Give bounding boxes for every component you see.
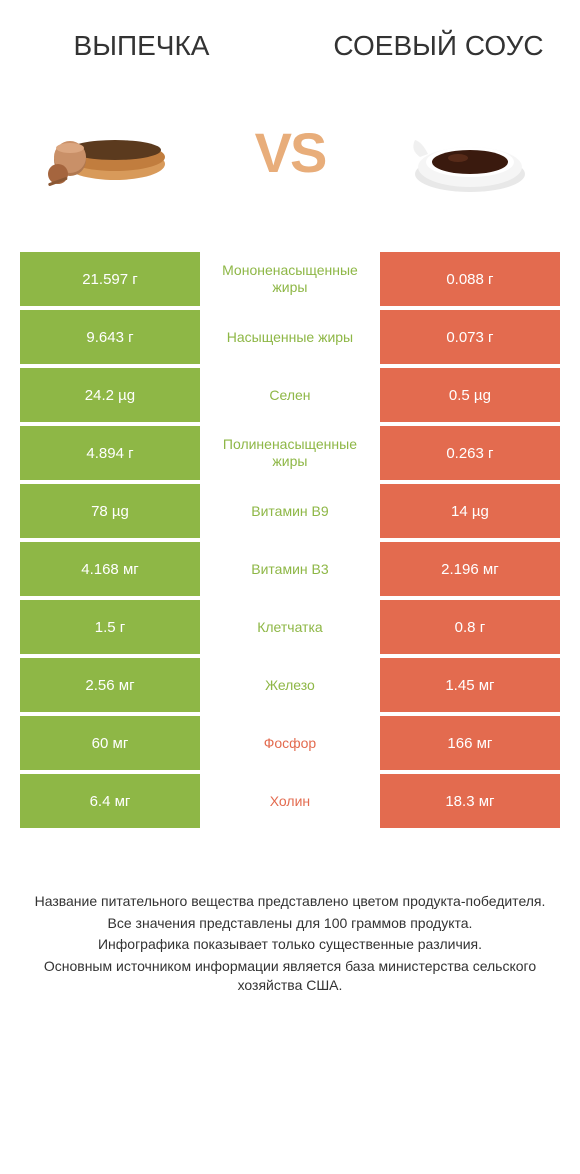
table-row: 2.56 мгЖелезо1.45 мг — [20, 658, 560, 716]
table-row: 6.4 мгХолин18.3 мг — [20, 774, 560, 832]
value-left: 1.5 г — [20, 600, 200, 654]
footer: Название питательного вещества представл… — [20, 892, 560, 996]
value-left: 4.168 мг — [20, 542, 200, 596]
value-left: 60 мг — [20, 716, 200, 770]
footer-line: Инфографика показывает только существенн… — [30, 935, 550, 955]
value-right: 1.45 мг — [380, 658, 560, 712]
sauce-image — [400, 102, 540, 202]
value-left: 21.597 г — [20, 252, 200, 306]
table-row: 21.597 гМононенасыщенные жиры0.088 г — [20, 252, 560, 310]
value-left: 24.2 µg — [20, 368, 200, 422]
nutrient-label: Витамин B9 — [200, 484, 380, 538]
footer-line: Основным источником информации является … — [30, 957, 550, 996]
value-right: 0.088 г — [380, 252, 560, 306]
nutrient-label: Селен — [200, 368, 380, 422]
value-right: 0.5 µg — [380, 368, 560, 422]
table-row: 78 µgВитамин B914 µg — [20, 484, 560, 542]
left-title: ВЫПЕЧКА — [20, 30, 263, 62]
table-row: 60 мгФосфор166 мг — [20, 716, 560, 774]
value-left: 2.56 мг — [20, 658, 200, 712]
table-row: 4.168 мгВитамин B32.196 мг — [20, 542, 560, 600]
nutrient-label: Витамин B3 — [200, 542, 380, 596]
vs-label: VS — [255, 120, 326, 185]
table-row: 24.2 µgСелен0.5 µg — [20, 368, 560, 426]
nutrient-label: Насыщенные жиры — [200, 310, 380, 364]
value-right: 2.196 мг — [380, 542, 560, 596]
value-left: 78 µg — [20, 484, 200, 538]
table-row: 1.5 гКлетчатка0.8 г — [20, 600, 560, 658]
footer-line: Название питательного вещества представл… — [30, 892, 550, 912]
value-right: 0.8 г — [380, 600, 560, 654]
value-right: 166 мг — [380, 716, 560, 770]
value-left: 9.643 г — [20, 310, 200, 364]
comparison-table: 21.597 гМононенасыщенные жиры0.088 г9.64… — [20, 252, 560, 832]
nutrient-label: Полиненасыщенные жиры — [200, 426, 380, 480]
table-row: 4.894 гПолиненасыщенные жиры0.263 г — [20, 426, 560, 484]
nutrient-label: Железо — [200, 658, 380, 712]
right-title: СОЕВЫЙ СОУС — [317, 30, 560, 62]
nutrient-label: Фосфор — [200, 716, 380, 770]
nutrient-label: Мононенасыщенные жиры — [200, 252, 380, 306]
images-row: VS — [20, 102, 560, 202]
value-left: 4.894 г — [20, 426, 200, 480]
value-right: 0.263 г — [380, 426, 560, 480]
header: ВЫПЕЧКА СОЕВЫЙ СОУС — [20, 30, 560, 62]
value-left: 6.4 мг — [20, 774, 200, 828]
nutrient-label: Холин — [200, 774, 380, 828]
pastry-image — [40, 102, 180, 202]
value-right: 18.3 мг — [380, 774, 560, 828]
table-row: 9.643 гНасыщенные жиры0.073 г — [20, 310, 560, 368]
value-right: 14 µg — [380, 484, 560, 538]
value-right: 0.073 г — [380, 310, 560, 364]
nutrient-label: Клетчатка — [200, 600, 380, 654]
footer-line: Все значения представлены для 100 граммо… — [30, 914, 550, 934]
